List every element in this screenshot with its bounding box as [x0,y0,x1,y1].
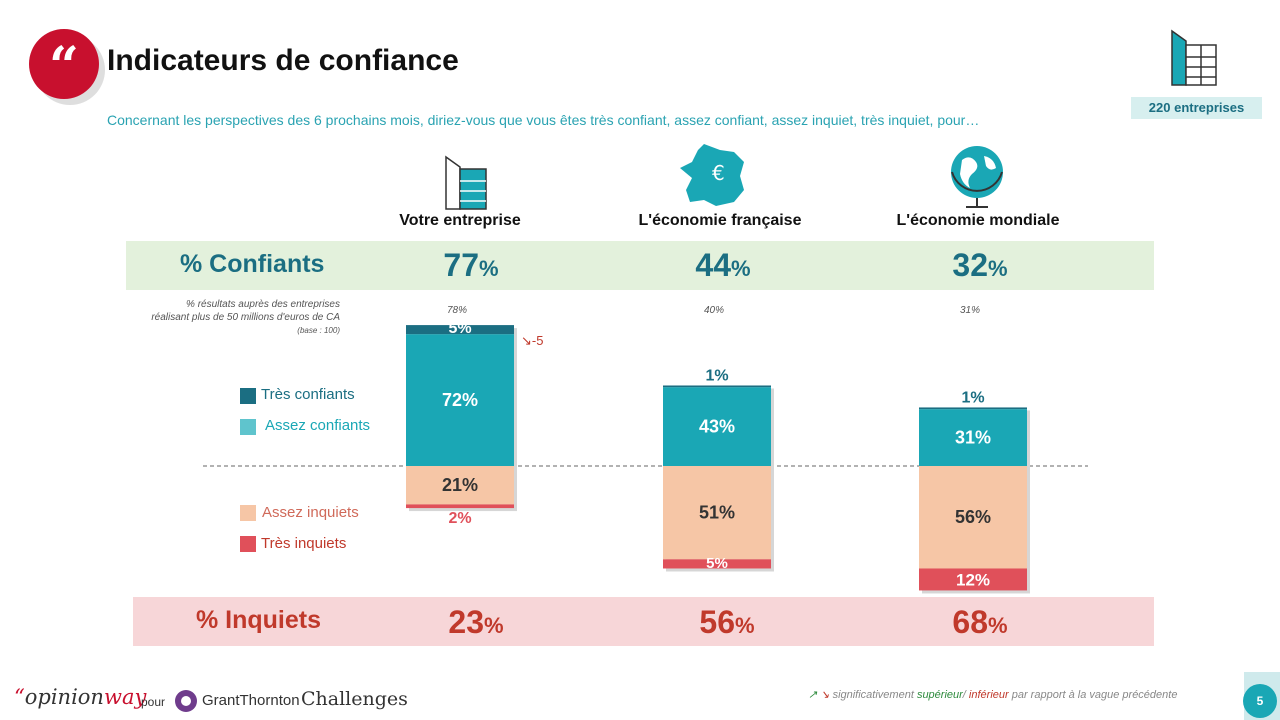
confiants-band [126,241,1154,290]
reference-value: 31% [959,305,980,316]
value-label-tres-confiants: 5% [448,320,471,337]
footer-pour: pour [141,695,166,709]
legend-label-tres-confiants: Très confiants [261,386,355,403]
reference-note: % résultats auprès des entreprises réali… [151,299,340,335]
value-label-tres-inquiets: 2% [448,510,471,527]
grant-thornton-logo: GrantThornton [202,692,300,709]
inquiets-total: 56% [699,604,755,640]
quote-logo-icon: “ [29,29,99,99]
legend-swatch-tres-confiants [240,388,256,404]
bar-tres-inquiets [919,568,1027,591]
bar-assez-inquiets [663,466,771,560]
delta-indicator: ↘-5 [521,333,544,348]
building-icon [445,155,487,210]
category-votre-entreprise: Votre entreprise [399,212,521,229]
bar-tres-confiants [919,407,1027,410]
value-label-assez-confiants: 31% [955,428,991,448]
legend-swatch-tres-inquiets [240,536,256,552]
value-label-assez-confiants: 43% [699,417,735,437]
challenges-logo: Challenges [301,688,408,710]
inquiets-total: 68% [952,604,1008,640]
value-label-assez-confiants: 72% [442,390,478,410]
legend-swatch-assez-inquiets [240,505,256,521]
value-label-tres-inquiets: 12% [956,570,990,589]
building-icon [1171,29,1217,86]
page-number: 5 [1243,684,1277,718]
reference-value: 78% [446,305,467,316]
confiants-total: 77% [443,247,499,283]
bar-tres-inquiets [406,504,514,509]
bar-tres-confiants [663,385,771,388]
legend-label-assez-confiants: Assez confiants [265,417,371,434]
confiants-total: 44% [695,247,751,283]
bar-assez-inquiets [919,466,1027,569]
category-economie-francaise: L'économie française [638,212,802,229]
significance-note: ↗ ↘ significativement supérieur/ inférie… [808,689,1178,701]
bar-assez-confiants [663,387,771,466]
inquiets-label: % Inquiets [196,606,322,634]
survey-question: Concernant les perspectives des 6 procha… [107,112,980,128]
page-title: Indicateurs de confiance [107,44,459,77]
significance-arrows-icon: ↗ ↘ [808,689,830,701]
value-label-tres-inquiets: 5% [706,555,728,572]
reference-value: 40% [703,305,724,316]
value-label-assez-inquiets: 21% [442,475,478,495]
inquiets-total: 23% [448,604,504,640]
confiants-total: 32% [952,247,1008,283]
globe-icon [951,146,1003,208]
legend-swatch-assez-confiants [240,419,256,435]
arrow-down-icon: ↘ [521,333,532,348]
bar-assez-confiants [406,334,514,466]
svg-text:€: € [712,161,725,185]
value-label-assez-inquiets: 51% [699,503,735,523]
france-map-icon: € [680,144,744,206]
bar-tres-inquiets [663,559,771,569]
base-badge: 220 entreprises [1131,97,1262,119]
grant-thornton-icon [175,690,197,712]
inquiets-band [133,597,1154,646]
category-economie-mondiale: L'économie mondiale [896,212,1060,229]
value-label-assez-inquiets: 56% [955,507,991,527]
confiants-label: % Confiants [180,250,325,278]
value-label-tres-confiants: 1% [961,389,984,406]
bar-assez-inquiets [406,466,514,505]
legend-label-assez-inquiets: Assez inquiets [262,504,359,521]
bar-tres-confiants [406,325,514,335]
legend-label-tres-inquiets: Très inquiets [261,535,347,552]
bar-assez-confiants [919,409,1027,466]
value-label-tres-confiants: 1% [705,367,728,384]
opinionway-logo: “opinionway [14,685,147,709]
